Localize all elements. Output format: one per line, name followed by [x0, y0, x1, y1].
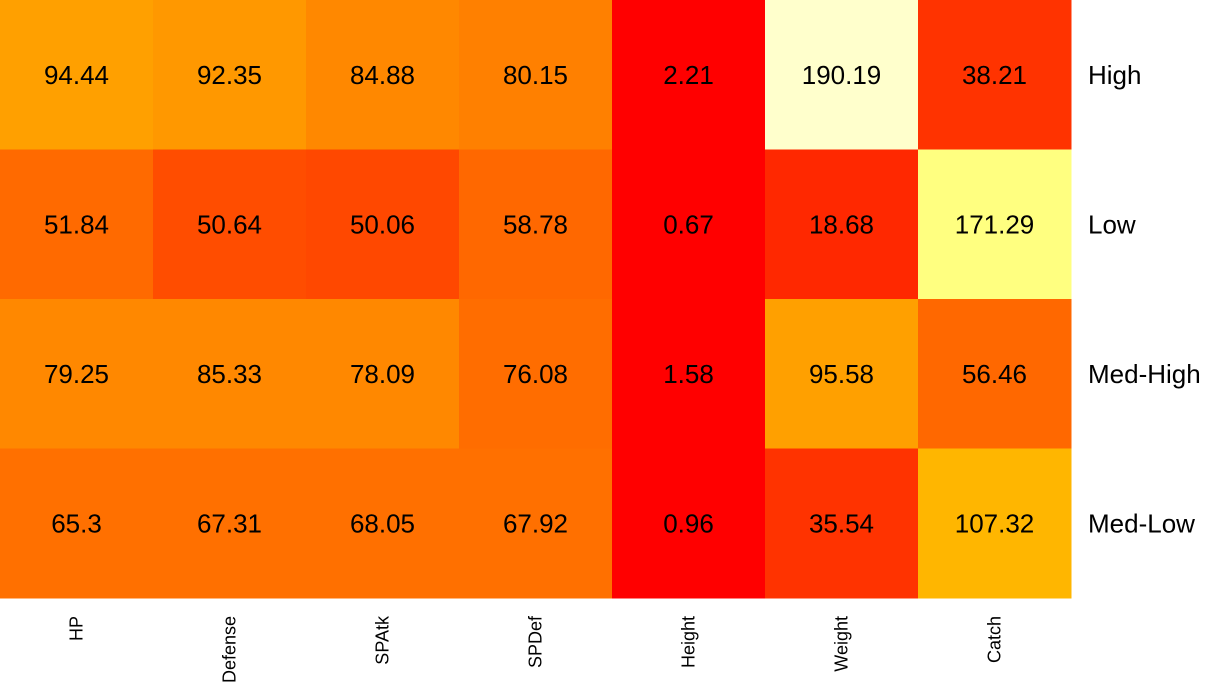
heatmap-cell-high-catch: [918, 0, 1072, 150]
row-label-low: Low: [1088, 209, 1136, 239]
heatmap-cell-med-low-defense: [153, 448, 307, 599]
cell-value-label: 107.32: [955, 508, 1035, 538]
heatmap-cell-low-defense: [153, 149, 307, 300]
cell-value-label: 80.15: [503, 60, 568, 90]
heatmap-cell-low-spatk: [306, 149, 460, 300]
heatmap-cell-high-height: [612, 0, 766, 150]
cell-value-label: 0.67: [663, 209, 714, 239]
cell-value-label: 95.58: [809, 359, 874, 389]
cell-value-label: 85.33: [197, 359, 262, 389]
column-label-height: Height: [679, 616, 699, 668]
heatmap-cell-high-hp: [0, 0, 154, 150]
column-label-hp: HP: [67, 616, 87, 641]
heatmap-cell-med-high-defense: [153, 299, 307, 449]
heatmap-cell-med-low-weight: [765, 448, 919, 599]
cell-value-label: 190.19: [802, 60, 882, 90]
cell-value-label: 38.21: [962, 60, 1027, 90]
heatmap-cell-low-catch: [918, 149, 1072, 300]
column-label-catch: Catch: [985, 616, 1005, 663]
cell-value-label: 76.08: [503, 359, 568, 389]
heatmap-cell-med-low-catch: [918, 448, 1072, 599]
column-label-spdef: SPDef: [526, 615, 546, 668]
cell-value-label: 92.35: [197, 60, 262, 90]
heatmap-cell-med-low-hp: [0, 448, 154, 599]
heatmap-cell-med-high-weight: [765, 299, 919, 449]
cell-value-label: 51.84: [44, 209, 109, 239]
row-label-med-low: Med-Low: [1088, 508, 1195, 538]
cell-value-label: 79.25: [44, 359, 109, 389]
heatmap-cells: [0, 0, 1072, 599]
column-label-weight: Weight: [832, 616, 852, 672]
cell-value-label: 65.3: [51, 508, 102, 538]
cell-value-label: 18.68: [809, 209, 874, 239]
row-labels: High Low Med-High Med-Low: [1088, 60, 1201, 539]
cell-value-label: 0.96: [663, 508, 714, 538]
cell-value-label: 67.92: [503, 508, 568, 538]
heatmap-cell-med-low-spatk: [306, 448, 460, 599]
heatmap-cell-med-low-height: [612, 448, 766, 599]
cell-value-label: 35.54: [809, 508, 874, 538]
heatmap-cell-high-defense: [153, 0, 307, 150]
heatmap-cell-med-high-spdef: [459, 299, 613, 449]
heatmap-cell-high-spatk: [306, 0, 460, 150]
heatmap-cell-low-spdef: [459, 149, 613, 300]
heatmap-cell-med-high-spatk: [306, 299, 460, 449]
heatmap-cell-high-weight: [765, 0, 919, 150]
heatmap-cell-med-high-catch: [918, 299, 1072, 449]
cell-value-labels: 94.44 92.35 84.88 80.15 2.21 190.19 38.21 51.84…: [44, 60, 1034, 539]
heatmap-cell-med-low-spdef: [459, 448, 613, 599]
cell-value-label: 171.29: [955, 209, 1035, 239]
row-label-med-high: Med-High: [1088, 359, 1201, 389]
heatmap-cell-med-high-hp: [0, 299, 154, 449]
row-label-high: High: [1088, 60, 1141, 90]
heatmap-cell-low-hp: [0, 149, 154, 300]
cell-value-label: 56.46: [962, 359, 1027, 389]
heatmap-cell-high-spdef: [459, 0, 613, 150]
cell-value-label: 78.09: [350, 359, 415, 389]
column-label-spatk: SPAtk: [373, 615, 393, 665]
heatmap-cell-med-high-height: [612, 299, 766, 449]
cell-value-label: 84.88: [350, 60, 415, 90]
heatmap-cell-low-weight: [765, 149, 919, 300]
cell-value-label: 2.21: [663, 60, 714, 90]
cell-value-label: 50.06: [350, 209, 415, 239]
column-labels: HP Defense SPAtk SPDef Height Weight Catch: [67, 615, 1005, 683]
column-label-defense: Defense: [220, 616, 240, 683]
heatmap-cell-low-height: [612, 149, 766, 300]
cell-value-label: 94.44: [44, 60, 109, 90]
cell-value-label: 58.78: [503, 209, 568, 239]
cell-value-label: 1.58: [663, 359, 714, 389]
cell-value-label: 67.31: [197, 508, 262, 538]
cell-value-label: 68.05: [350, 508, 415, 538]
cell-value-label: 50.64: [197, 209, 262, 239]
